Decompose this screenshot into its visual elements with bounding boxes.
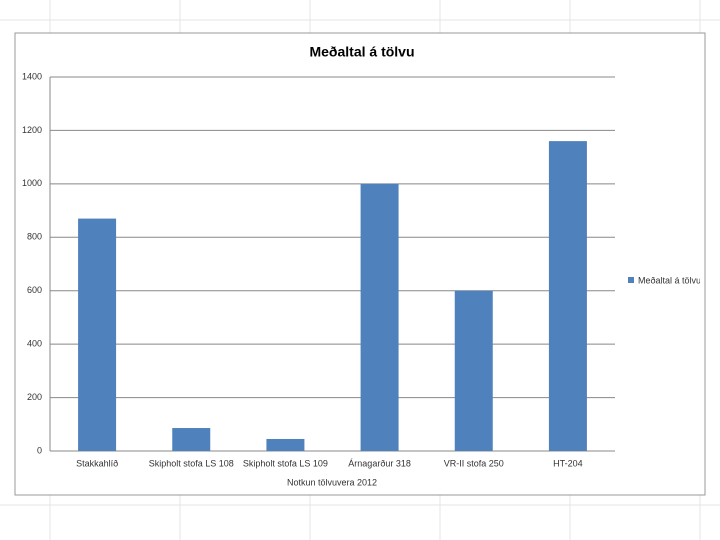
chart-area	[14, 32, 706, 496]
x-tick-label: Skipholt stofa LS 108	[149, 458, 234, 468]
chart-title: Meðaltal á tölvu	[309, 44, 414, 60]
bar	[266, 438, 305, 451]
bar	[172, 428, 211, 451]
bar	[454, 290, 493, 451]
y-tick-label: 200	[27, 392, 42, 402]
x-tick-label: VR-II stofa 250	[444, 458, 504, 468]
legend-swatch	[628, 277, 634, 283]
x-axis-title: Notkun tölvuvera 2012	[287, 477, 377, 487]
x-tick-label: Árnagarður 318	[348, 458, 411, 468]
y-tick-label: 400	[27, 339, 42, 349]
y-tick-label: 1000	[22, 178, 42, 188]
x-tick-label: HT-204	[553, 458, 583, 468]
bar	[548, 141, 587, 451]
y-tick-label: 600	[27, 285, 42, 295]
legend-label: Meðaltal á tölvu	[638, 275, 701, 285]
x-tick-label: Stakkahlíð	[76, 458, 118, 468]
bar	[78, 218, 117, 451]
y-tick-label: 0	[37, 445, 42, 455]
bar	[360, 183, 399, 451]
y-tick-label: 1400	[22, 71, 42, 81]
y-tick-label: 800	[27, 232, 42, 242]
x-tick-label: Skipholt stofa LS 109	[243, 458, 328, 468]
y-tick-label: 1200	[22, 125, 42, 135]
